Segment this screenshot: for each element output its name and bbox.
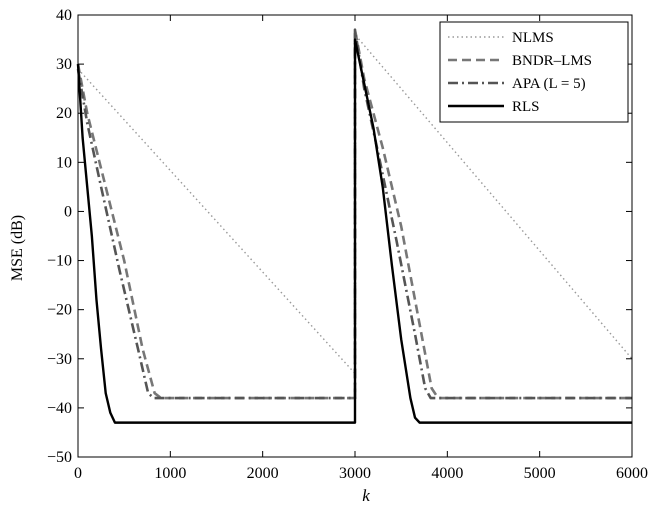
y-tick-label: 20 [56, 105, 72, 122]
y-tick-label: 30 [56, 56, 72, 73]
y-tick-label: −10 [47, 253, 72, 270]
series-layer [76, 28, 633, 424]
x-axis-label: k [362, 486, 370, 505]
y-tick-label: 10 [56, 154, 72, 171]
legend-label-1: BNDR–LMS [512, 53, 592, 69]
legend-label-3: RLS [512, 99, 540, 115]
x-tick-label: 4000 [431, 465, 463, 482]
series-line-3 [76, 38, 632, 424]
x-tick-label: 6000 [616, 465, 648, 482]
y-tick-label: −40 [47, 400, 72, 417]
legend-label-0: NLMS [512, 30, 554, 46]
y-tick-label: 0 [64, 203, 72, 220]
legend-label-2: APA (L = 5) [512, 76, 586, 92]
x-tick-label: 0 [74, 465, 82, 482]
ticks-layer: 0 1000 2000 3000 4000 5000 6000 −50 −40 −30 −20 −10… [47, 7, 648, 482]
y-tick-label: 40 [56, 7, 72, 24]
x-tick-label: 5000 [524, 465, 556, 482]
legend: NLMS BNDR–LMS APA (L = 5) RLS [439, 21, 629, 123]
y-axis-label: MSE (dB) [9, 215, 26, 281]
x-tick-label: 2000 [247, 465, 279, 482]
y-tick-label: −20 [47, 302, 72, 319]
x-tick-label: 3000 [339, 465, 371, 482]
y-tick-label: −50 [47, 449, 72, 466]
x-tick-label: 1000 [154, 465, 186, 482]
y-tick-label: −30 [47, 351, 72, 368]
